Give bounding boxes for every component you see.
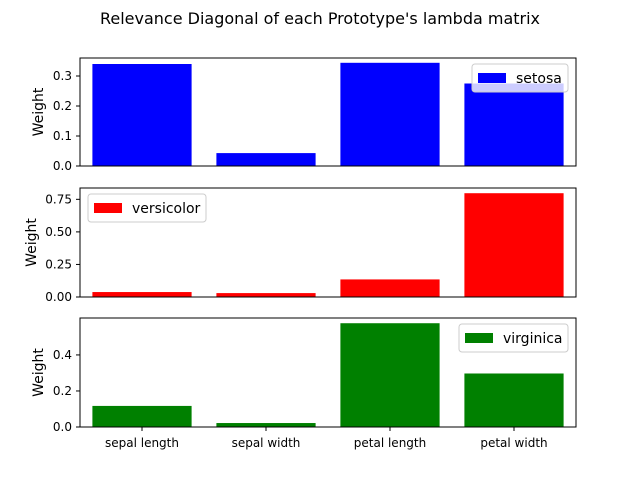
y-axis-label: Weight <box>31 87 47 136</box>
bar-setosa-petal-width <box>464 83 564 166</box>
subplots: 0.0 0.1 0.2 0.3 Weight setosa 0.00 0.25 0.50 0.75… <box>24 57 577 450</box>
subplot-setosa: 0.0 0.1 0.2 0.3 Weight setosa <box>31 57 577 173</box>
y-tick-label: 0.3 <box>53 69 72 83</box>
legend-label: virginica <box>503 331 563 347</box>
bar-setosa-sepal-width <box>216 153 316 166</box>
y-tick-label: 0.0 <box>53 159 72 173</box>
legend-box <box>458 323 569 353</box>
axes-frame <box>79 317 577 428</box>
y-axis-label: Weight <box>31 348 47 397</box>
y-tick-label: 0.2 <box>53 99 72 113</box>
chart-title: Relevance Diagonal of each Prototype's l… <box>100 9 540 28</box>
legend-swatch <box>465 333 493 343</box>
y-tick-label: 0.2 <box>53 384 72 398</box>
bar-setosa-petal-length <box>340 62 440 166</box>
subplot-virginica: 0.0 0.2 0.4 Weight sepal length sepal width pe… <box>31 317 577 450</box>
bar-versicolor-sepal-width <box>216 293 316 297</box>
x-tick-label: petal width <box>480 436 547 450</box>
legend-versicolor: versicolor <box>87 193 207 223</box>
bar-virginica-petal-length <box>340 323 440 427</box>
y-tick-label: 0.1 <box>53 129 72 143</box>
x-tick-label: sepal width <box>232 436 301 450</box>
axes-frame <box>79 187 577 298</box>
y-tick-label: 0.50 <box>45 225 72 239</box>
legend-label: versicolor <box>132 201 201 217</box>
y-tick-label: 0.75 <box>45 192 72 206</box>
legend-virginica: virginica <box>458 323 569 353</box>
y-tick-label: 0.0 <box>53 420 72 434</box>
x-tick-label: sepal length <box>105 436 179 450</box>
bar-virginica-sepal-width <box>216 423 316 427</box>
axes-frame <box>79 57 577 167</box>
bar-versicolor-sepal-length <box>92 292 192 297</box>
legend-setosa: setosa <box>471 63 569 93</box>
bar-virginica-petal-width <box>464 373 564 427</box>
legend-box <box>87 193 207 223</box>
bar-setosa-sepal-length <box>92 64 192 166</box>
bar-virginica-sepal-length <box>92 405 192 427</box>
bar-versicolor-petal-width <box>464 193 564 297</box>
y-tick-label: 0.4 <box>53 348 72 362</box>
y-tick-label: 0.25 <box>45 257 72 271</box>
legend-label: setosa <box>516 71 562 87</box>
x-tick-label: petal length <box>354 436 426 450</box>
y-tick-label: 0.00 <box>45 290 72 304</box>
legend-swatch <box>94 203 122 213</box>
y-axis-label: Weight <box>24 218 40 267</box>
subplot-versicolor: 0.00 0.25 0.50 0.75 Weight versicolor <box>24 187 577 304</box>
legend-swatch <box>478 73 506 83</box>
bar-versicolor-petal-length <box>340 279 440 297</box>
legend-box <box>471 63 569 93</box>
